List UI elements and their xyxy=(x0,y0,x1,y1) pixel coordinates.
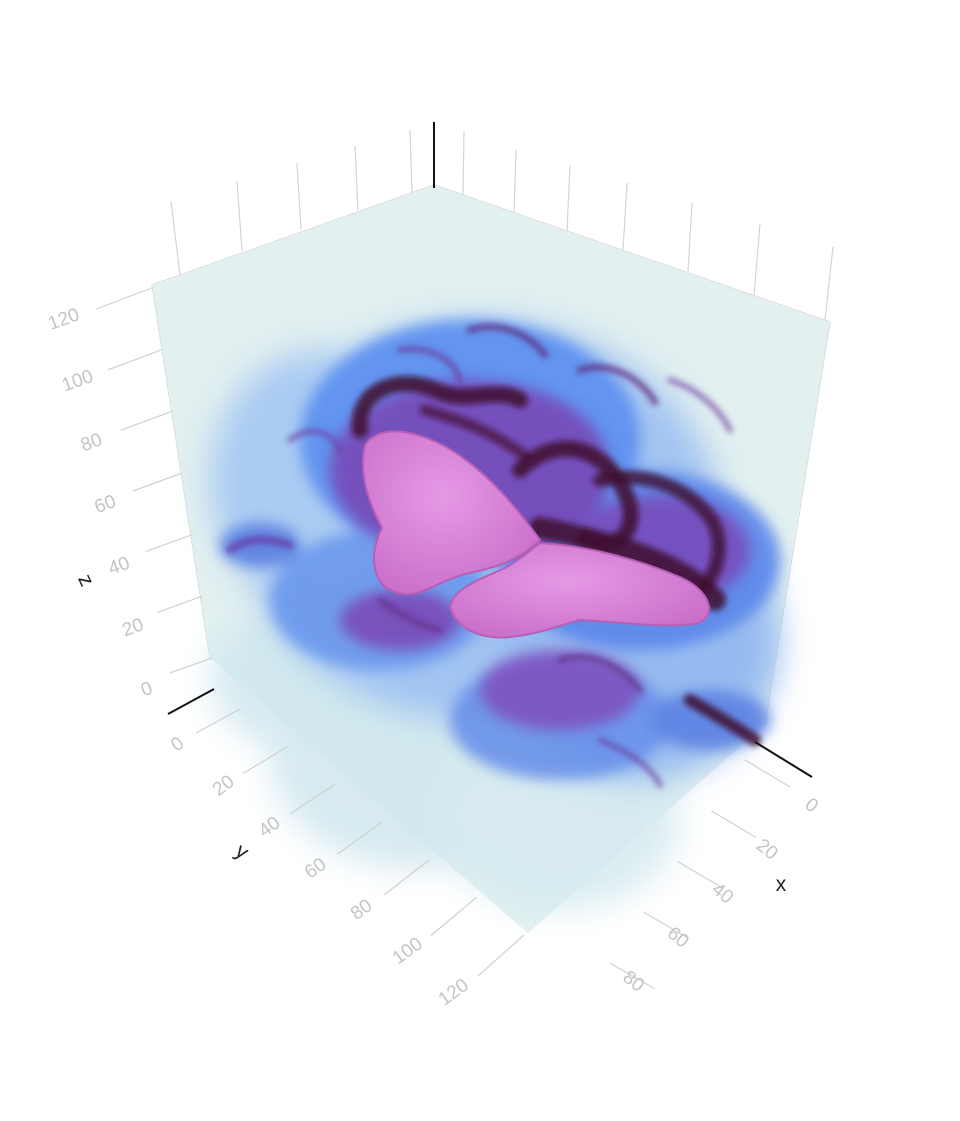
z-tick-line xyxy=(157,595,203,613)
z-tick-label: 60 xyxy=(92,491,119,518)
y-tick-label: 120 xyxy=(435,975,473,1011)
x-tick-label: 20 xyxy=(752,835,782,865)
z-tick-label: 120 xyxy=(45,304,82,335)
isosurface-right-lobe xyxy=(448,541,710,639)
z-axis-title: z xyxy=(73,571,98,590)
z-tick-label: 100 xyxy=(59,366,96,397)
x-tick-line xyxy=(710,810,757,839)
y-axis-line xyxy=(167,688,215,715)
y-tick-line xyxy=(383,859,430,896)
z-tick-line xyxy=(145,534,193,553)
x-tick-line xyxy=(609,962,656,990)
y-tick-line xyxy=(242,746,288,775)
z-tick-line xyxy=(120,410,173,431)
isosurface xyxy=(361,430,710,639)
z-tick-label: 40 xyxy=(106,553,133,580)
x-axis-title: x xyxy=(776,873,787,896)
z-tick-line xyxy=(108,349,163,371)
z-tick-line xyxy=(95,287,153,310)
y-tick-label: 60 xyxy=(301,854,330,883)
y-tick-line xyxy=(430,896,478,936)
axis-lines xyxy=(167,122,813,778)
y-tick-label: 40 xyxy=(255,813,284,842)
y-axis-title: y xyxy=(231,839,253,864)
x-axis-line xyxy=(754,741,813,778)
x-tick-line xyxy=(643,911,690,940)
x-tick-label: 40 xyxy=(708,879,738,909)
z-tick-line xyxy=(132,472,183,492)
z-tick-label: 20 xyxy=(119,614,146,641)
y-tick-label: 100 xyxy=(389,933,427,969)
x-tick-line xyxy=(744,759,791,788)
x-tick-label: 0 xyxy=(801,794,822,817)
x-tick-label: 80 xyxy=(619,967,649,997)
y-tick-label: 20 xyxy=(209,771,238,800)
y-tick-line xyxy=(195,708,241,734)
z-tick-line xyxy=(169,657,213,674)
y-tick-label: 80 xyxy=(347,895,376,924)
y-tick-line xyxy=(477,934,525,977)
x-tick-line xyxy=(677,860,723,889)
y-tick-line xyxy=(336,821,383,855)
z-tick-label: 0 xyxy=(138,678,155,701)
y-tick-line xyxy=(289,783,335,815)
x-tick-label: 60 xyxy=(663,923,693,953)
isosurface-left-lobe xyxy=(361,430,542,596)
y-tick-label: 0 xyxy=(167,733,188,756)
z-tick-label: 80 xyxy=(78,429,105,456)
